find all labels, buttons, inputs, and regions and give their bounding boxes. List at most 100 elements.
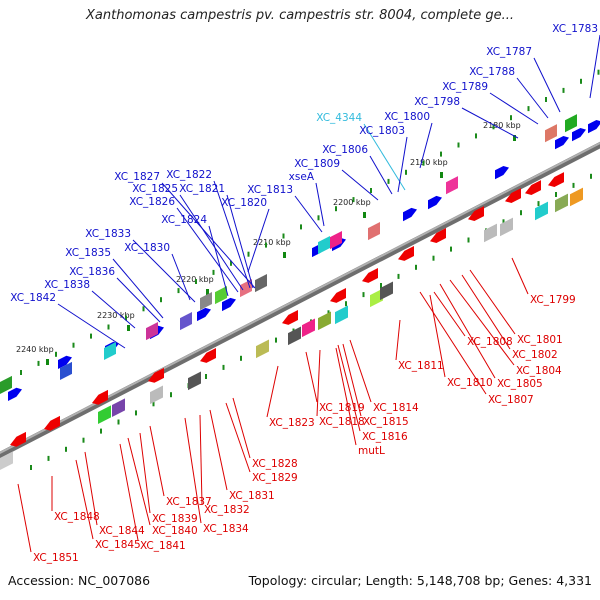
forward-gene-block[interactable] — [446, 176, 458, 195]
gene-label[interactable]: XC_1834 — [203, 523, 249, 535]
reverse-gene-block[interactable] — [370, 288, 383, 308]
gene-label-layer[interactable]: XC_1783 XC_1787 XC_1788 XC_1789 XC_1798 XC_43… — [10, 23, 598, 564]
gene-label[interactable]: XC_1807 — [488, 394, 534, 406]
reverse-gene-block[interactable] — [256, 339, 269, 359]
forward-gene-arrow[interactable] — [572, 125, 586, 142]
reverse-gene-arrow[interactable] — [10, 431, 26, 450]
gene-label[interactable]: XC_1815 — [363, 416, 409, 428]
gene-label[interactable]: XC_1809 — [294, 158, 340, 170]
gene-label[interactable]: XC_1811 — [398, 360, 444, 372]
forward-gene-block[interactable] — [180, 311, 192, 331]
gene-label[interactable]: XC_1803 — [359, 125, 405, 137]
gene-label[interactable]: XC_1827 — [114, 171, 160, 183]
reverse-gene-arrow[interactable] — [148, 367, 164, 386]
reverse-gene-block[interactable] — [555, 193, 568, 213]
gene-label[interactable]: XC_1820 — [221, 197, 267, 209]
gene-label[interactable]: XC_1805 — [497, 378, 543, 390]
gene-label[interactable]: XC_1823 — [269, 417, 315, 429]
forward-gene-block[interactable] — [330, 231, 342, 250]
reverse-gene-arrow[interactable] — [92, 389, 108, 408]
forward-gene-block[interactable] — [60, 361, 72, 381]
gene-label[interactable]: XC_1837 — [166, 496, 212, 508]
gene-label[interactable]: XC_1826 — [129, 196, 175, 208]
forward-gene-arrow[interactable] — [58, 353, 72, 370]
reverse-gene-block[interactable] — [188, 371, 201, 391]
forward-gene-arrow[interactable] — [588, 117, 600, 134]
gene-label[interactable]: XC_1830 — [124, 242, 170, 254]
gene-label[interactable]: XC_1825 — [132, 183, 178, 195]
forward-gene-block[interactable] — [200, 291, 212, 311]
gene-label[interactable]: XC_1802 — [512, 349, 558, 361]
gene-label[interactable]: XC_1836 — [69, 266, 115, 278]
forward-gene-arrow[interactable] — [222, 295, 236, 312]
gene-label[interactable]: XC_1814 — [373, 402, 419, 414]
forward-gene-block[interactable] — [0, 375, 12, 394]
gene-label[interactable]: XC_1821 — [179, 183, 225, 195]
gene-label[interactable]: XC_1835 — [65, 247, 111, 259]
gene-label[interactable]: XC_1845 — [95, 539, 141, 551]
gene-label[interactable]: XC_1810 — [447, 377, 493, 389]
gene-label[interactable]: XC_1832 — [204, 504, 250, 516]
forward-gene-block[interactable] — [146, 321, 158, 341]
reverse-gene-arrow[interactable] — [525, 180, 541, 198]
reverse-gene-arrow[interactable] — [505, 188, 521, 206]
forward-gene-block[interactable] — [104, 341, 116, 361]
reverse-gene-arrow[interactable] — [44, 415, 60, 434]
forward-gene-arrow[interactable] — [428, 193, 442, 210]
forward-gene-arrow[interactable] — [8, 385, 22, 402]
gene-label[interactable]: XC_1806 — [322, 144, 368, 156]
forward-gene-block[interactable] — [255, 274, 267, 293]
gene-label[interactable]: XC_1813 — [247, 184, 293, 196]
reverse-gene-arrow[interactable] — [468, 206, 484, 224]
gene-label[interactable]: xseA — [289, 171, 315, 183]
reverse-gene-block[interactable] — [302, 318, 315, 338]
gene-label[interactable]: XC_1819 — [319, 402, 365, 414]
gene-label[interactable]: XC_1842 — [10, 292, 56, 304]
gene-label[interactable]: XC_1851 — [33, 552, 79, 564]
reverse-gene-arrow[interactable] — [362, 268, 378, 286]
forward-gene-arrow[interactable] — [403, 205, 417, 222]
reverse-gene-block[interactable] — [500, 217, 513, 237]
gene-label[interactable]: XC_1841 — [140, 540, 186, 552]
gene-label[interactable]: XC_1833 — [85, 228, 131, 240]
gene-label[interactable]: XC_1824 — [161, 214, 207, 226]
gene-label[interactable]: XC_1787 — [486, 46, 532, 58]
gene-label[interactable]: XC_1844 — [99, 525, 145, 537]
gene-label[interactable]: XC_1789 — [442, 81, 488, 93]
gene-label[interactable]: XC_1838 — [44, 279, 90, 291]
gene-label[interactable]: XC_1816 — [362, 431, 408, 443]
gene-label[interactable]: XC_1818 — [319, 416, 365, 428]
gene-label[interactable]: XC_1822 — [166, 169, 212, 181]
gene-label[interactable]: XC_1828 — [252, 458, 298, 470]
reverse-gene-block[interactable] — [535, 201, 548, 221]
reverse-gene-arrow[interactable] — [282, 309, 298, 328]
reverse-gene-block[interactable] — [484, 223, 497, 243]
reverse-gene-arrow[interactable] — [548, 172, 564, 190]
reverse-gene-arrow[interactable] — [330, 288, 346, 306]
gene-label[interactable]: XC_1839 — [152, 513, 198, 525]
gene-label[interactable]: XC_1798 — [414, 96, 460, 108]
gene-label[interactable]: XC_1788 — [469, 66, 515, 78]
forward-gene-arrow[interactable] — [495, 163, 509, 180]
gene-label[interactable]: XC_1783 — [552, 23, 598, 35]
gene-label[interactable]: XC_1799 — [530, 294, 576, 306]
reverse-gene-block[interactable] — [335, 305, 348, 325]
forward-gene-block[interactable] — [368, 222, 380, 241]
gene-label[interactable]: XC_1801 — [517, 334, 563, 346]
forward-gene-block[interactable] — [545, 124, 557, 143]
gene-label[interactable]: XC_1848 — [54, 511, 100, 523]
gene-label[interactable]: XC_1840 — [152, 525, 198, 537]
reverse-gene-block[interactable] — [570, 187, 583, 207]
gene-label[interactable]: XC_1829 — [252, 472, 298, 484]
forward-gene-block[interactable] — [565, 114, 577, 133]
reverse-gene-block[interactable] — [0, 451, 13, 470]
reverse-gene-block[interactable] — [380, 281, 393, 301]
reverse-gene-block[interactable] — [150, 385, 163, 405]
gene-label[interactable]: XC_1804 — [516, 365, 562, 377]
forward-gene-block[interactable] — [215, 285, 227, 305]
reverse-gene-arrow[interactable] — [430, 228, 446, 246]
forward-gene-arrow[interactable] — [197, 305, 211, 322]
reverse-gene-block[interactable] — [318, 311, 331, 331]
gene-label[interactable]: XC_4344 — [316, 112, 362, 124]
